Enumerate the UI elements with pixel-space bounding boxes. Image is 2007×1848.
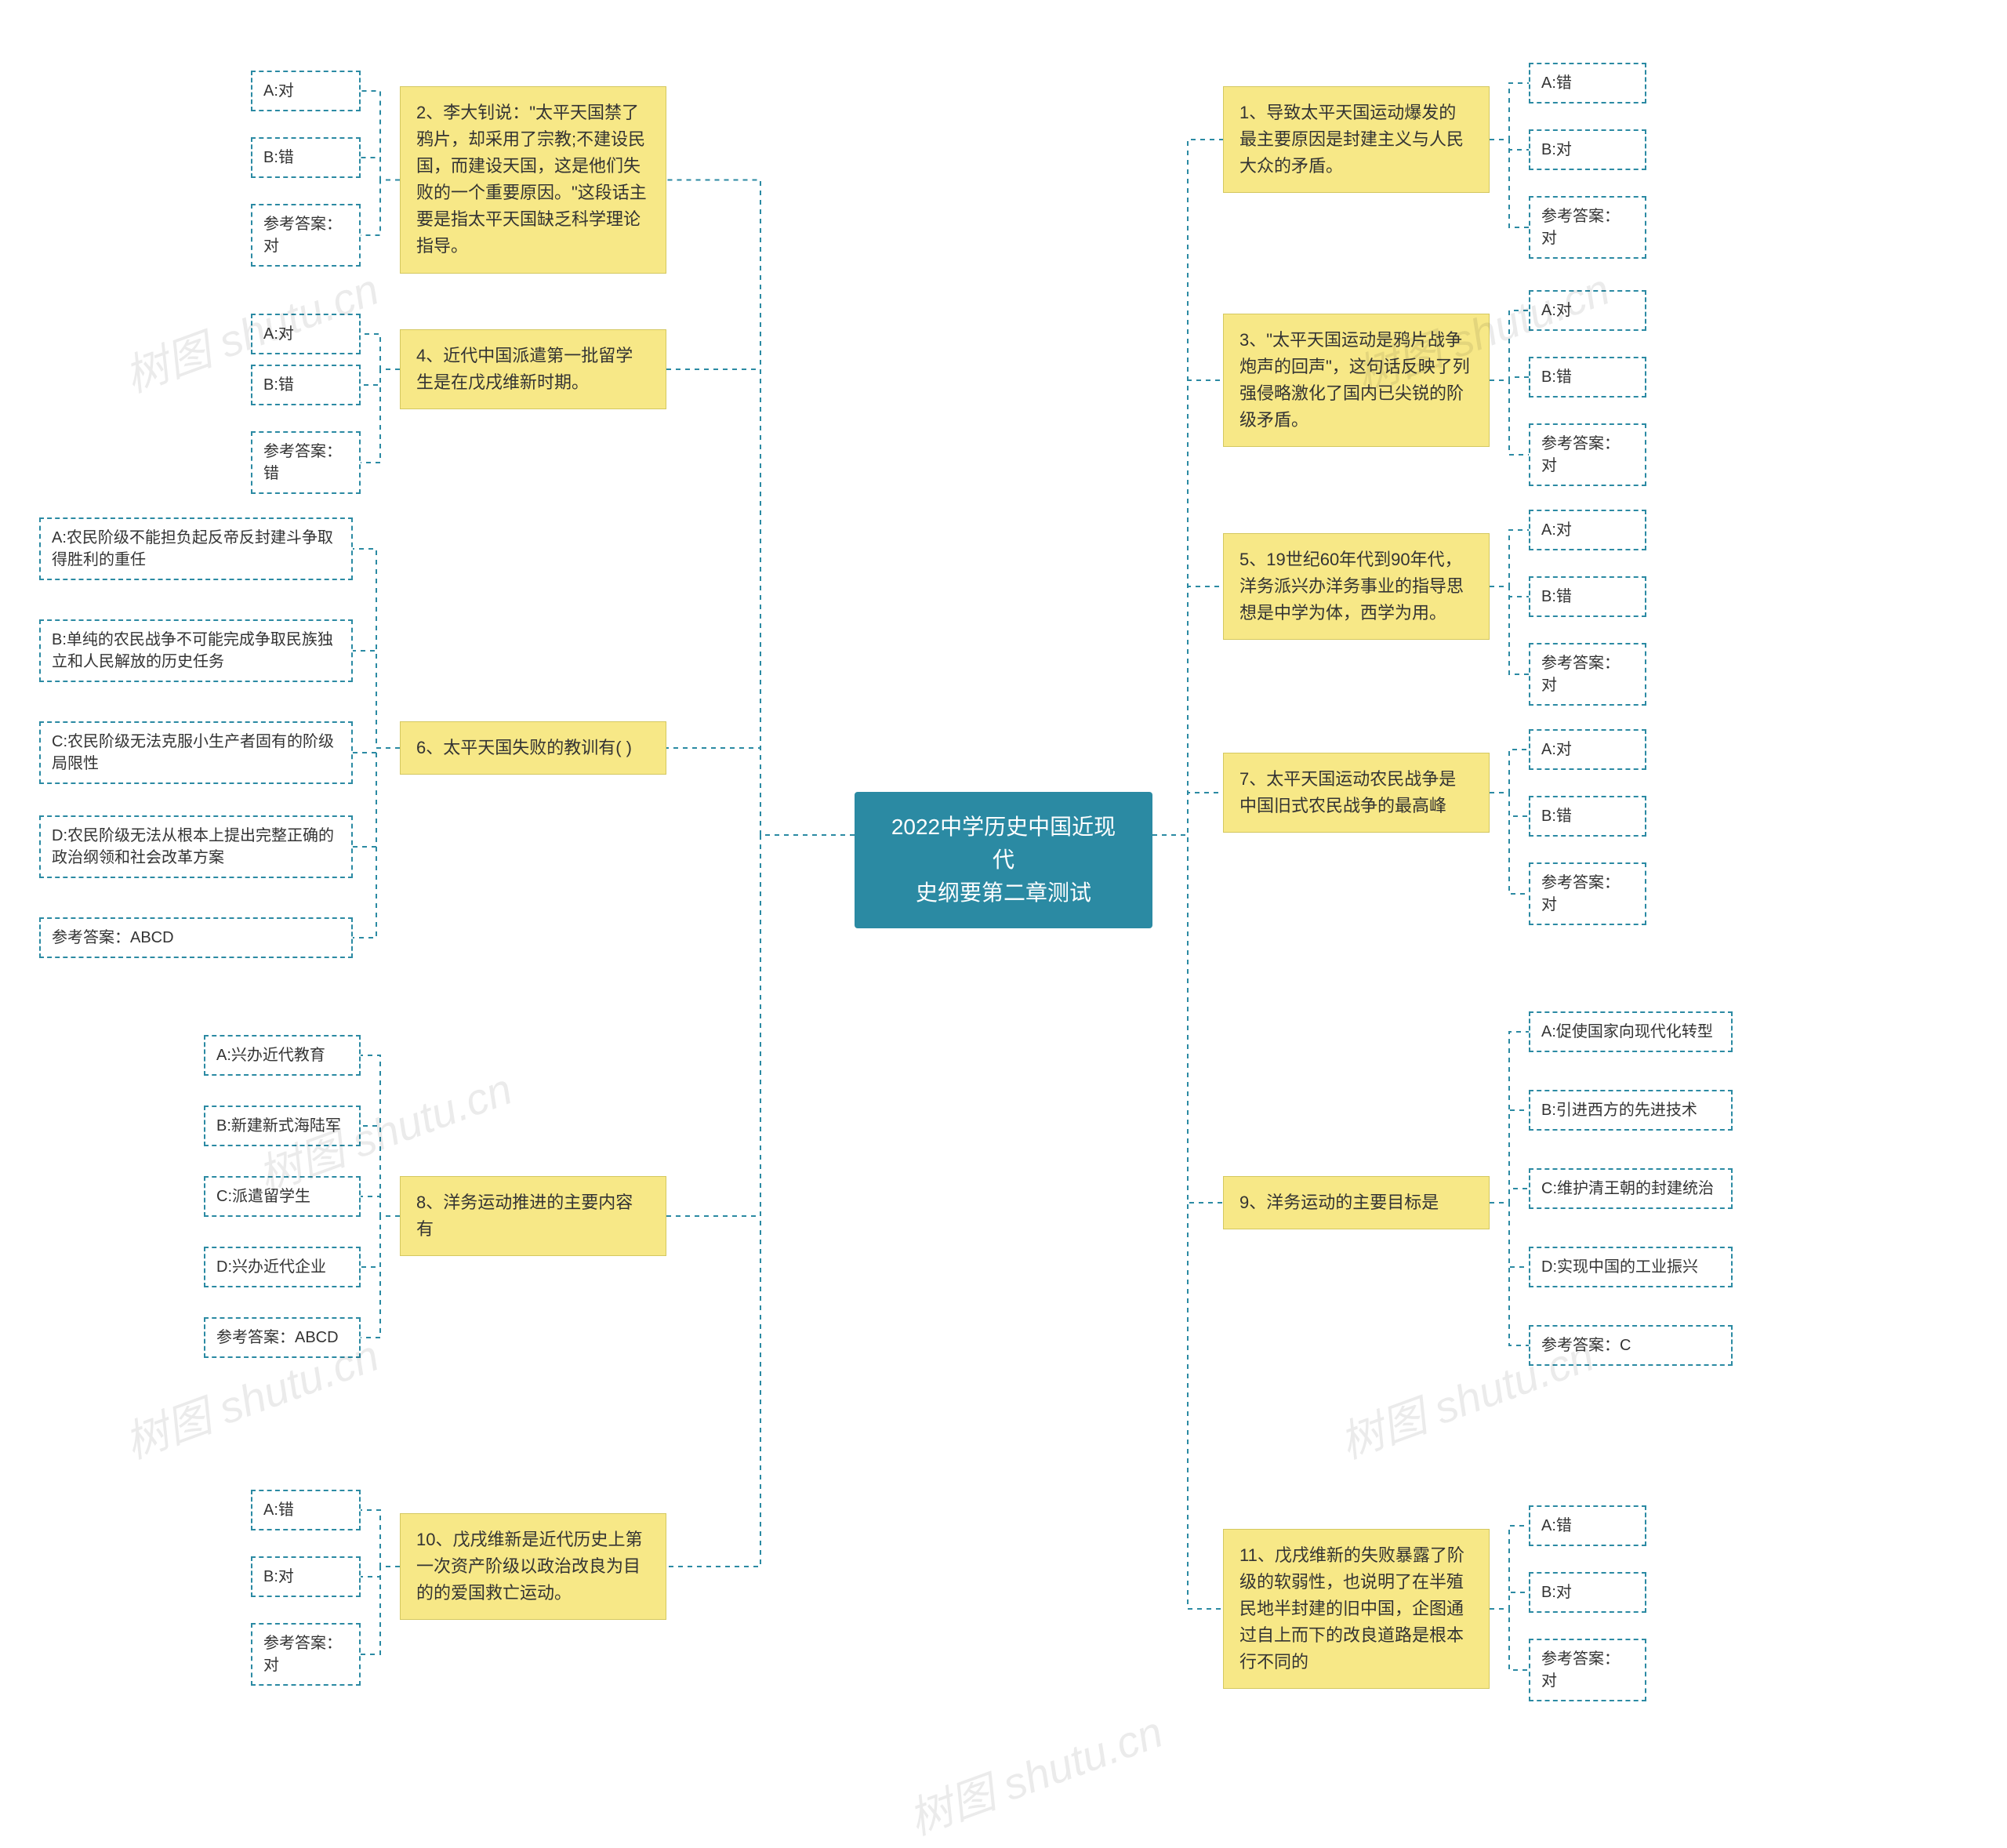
option-q8d: D:兴办近代企业 (204, 1247, 361, 1287)
option-q11b: B:对 (1529, 1572, 1646, 1613)
option-q2b: B:错 (251, 137, 361, 178)
question-q3: 3、"太平天国运动是鸦片战争炮声的回声"，这句话反映了列强侵略激化了国内已尖锐的… (1223, 314, 1490, 447)
question-q10: 10、戊戌维新是近代历史上第一次资产阶级以政治改良为目的的爱国救亡运动。 (400, 1513, 666, 1620)
option-q9d: D:实现中国的工业振兴 (1529, 1247, 1733, 1287)
option-q7b: B:错 (1529, 796, 1646, 837)
center-title: 2022中学历史中国近现代 史纲要第二章测试 (855, 792, 1152, 928)
option-q4b: B:错 (251, 365, 361, 405)
option-q9a: A:促使国家向现代化转型 (1529, 1011, 1733, 1052)
option-q6ans: 参考答案：ABCD (39, 917, 353, 958)
option-q10ans: 参考答案：对 (251, 1623, 361, 1686)
watermark: 树图 shutu.cn (898, 1697, 1170, 1847)
option-q1ans: 参考答案：对 (1529, 196, 1646, 259)
option-q8ans: 参考答案：ABCD (204, 1317, 361, 1358)
option-q6c: C:农民阶级无法克服小生产者固有的阶级局限性 (39, 721, 353, 784)
question-q6: 6、太平天国失败的教训有( ) (400, 721, 666, 775)
option-q9c: C:维护清王朝的封建统治 (1529, 1168, 1733, 1209)
option-q4ans: 参考答案：错 (251, 431, 361, 494)
title-line2: 史纲要第二章测试 (916, 880, 1091, 905)
option-q9ans: 参考答案：C (1529, 1325, 1733, 1366)
option-q4a: A:对 (251, 314, 361, 354)
question-q9: 9、洋务运动的主要目标是 (1223, 1176, 1490, 1229)
question-q4: 4、近代中国派遣第一批留学生是在戊戌维新时期。 (400, 329, 666, 409)
option-q7a: A:对 (1529, 729, 1646, 770)
question-q7: 7、太平天国运动农民战争是中国旧式农民战争的最高峰 (1223, 753, 1490, 833)
question-q2: 2、李大钊说："太平天国禁了鸦片，却采用了宗教;不建设民国，而建设天国，这是他们… (400, 86, 666, 274)
option-q8b: B:新建新式海陆军 (204, 1106, 361, 1146)
option-q3a: A:对 (1529, 290, 1646, 331)
question-q1: 1、导致太平天国运动爆发的最主要原因是封建主义与人民大众的矛盾。 (1223, 86, 1490, 193)
option-q11ans: 参考答案：对 (1529, 1639, 1646, 1701)
option-q3ans: 参考答案：对 (1529, 423, 1646, 486)
title-line1: 2022中学历史中国近现代 (891, 815, 1116, 872)
option-q8a: A:兴办近代教育 (204, 1035, 361, 1076)
option-q11a: A:错 (1529, 1505, 1646, 1546)
option-q5a: A:对 (1529, 510, 1646, 550)
option-q10b: B:对 (251, 1556, 361, 1597)
option-q2ans: 参考答案：对 (251, 204, 361, 267)
option-q7ans: 参考答案：对 (1529, 862, 1646, 925)
option-q5b: B:错 (1529, 576, 1646, 617)
option-q2a: A:对 (251, 71, 361, 111)
option-q5ans: 参考答案：对 (1529, 643, 1646, 706)
option-q10a: A:错 (251, 1490, 361, 1530)
option-q8c: C:派遣留学生 (204, 1176, 361, 1217)
option-q6d: D:农民阶级无法从根本上提出完整正确的政治纲领和社会改革方案 (39, 815, 353, 878)
option-q1a: A:错 (1529, 63, 1646, 103)
question-q8: 8、洋务运动推进的主要内容有 (400, 1176, 666, 1256)
option-q9b: B:引进西方的先进技术 (1529, 1090, 1733, 1131)
question-q5: 5、19世纪60年代到90年代，洋务派兴办洋务事业的指导思想是中学为体，西学为用… (1223, 533, 1490, 640)
option-q3b: B:错 (1529, 357, 1646, 398)
option-q1b: B:对 (1529, 129, 1646, 170)
question-q11: 11、戊戌维新的失败暴露了阶级的软弱性，也说明了在半殖民地半封建的旧中国，企图通… (1223, 1529, 1490, 1689)
option-q6a: A:农民阶级不能担负起反帝反封建斗争取得胜利的重任 (39, 517, 353, 580)
option-q6b: B:单纯的农民战争不可能完成争取民族独立和人民解放的历史任务 (39, 619, 353, 682)
